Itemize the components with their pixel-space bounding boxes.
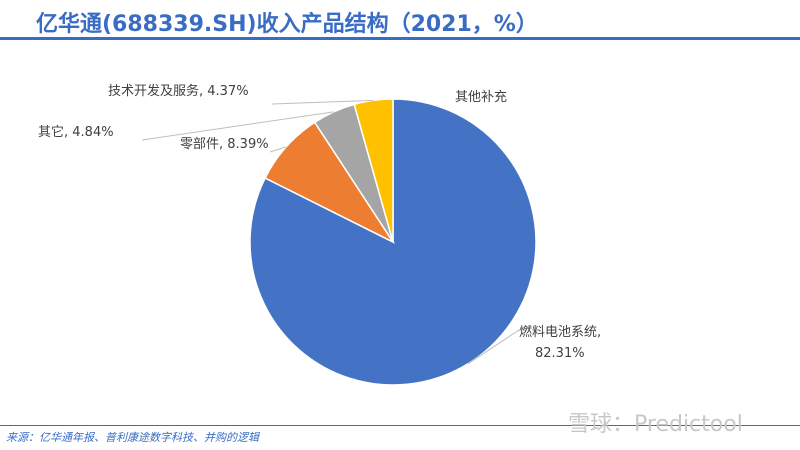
footer-divider <box>0 425 800 426</box>
title-divider <box>0 37 800 40</box>
leader-parts <box>269 146 287 153</box>
label-tech-service: 技术开发及服务, 4.37% <box>108 83 249 99</box>
chart-title: 亿华通(688339.SH)收入产品结构（2021，%） <box>36 12 538 37</box>
label-other: 其它, 4.84% <box>38 124 114 140</box>
label-fuel-cell-line2: 82.31% <box>535 346 585 361</box>
leader-lines <box>141 99 520 365</box>
leader-other <box>141 111 334 141</box>
source-note: 来源：亿华通年报、普利康途数字科技、并购的逻辑 <box>6 431 259 444</box>
annotation-other-note: 其他补充 <box>455 89 507 105</box>
label-fuel-cell-line1: 燃料电池系统, <box>519 324 601 340</box>
leader-tech-service <box>271 99 374 105</box>
watermark: 雪球：Predictool <box>568 412 743 437</box>
label-parts: 零部件, 8.39% <box>180 137 269 152</box>
leader-fuel-cell <box>467 329 520 365</box>
pie-slices <box>249 98 537 386</box>
